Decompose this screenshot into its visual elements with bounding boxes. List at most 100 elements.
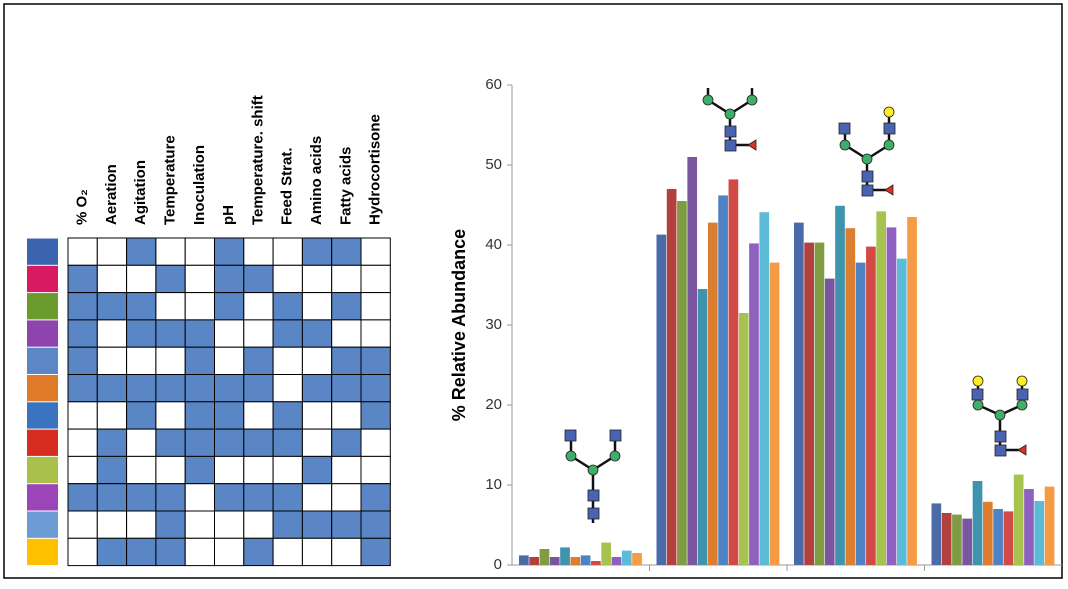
- bar: [698, 289, 708, 565]
- bar: [1045, 487, 1055, 565]
- column-header: % O₂: [74, 189, 91, 225]
- matrix-cell: [244, 347, 273, 374]
- matrix-cell: [302, 265, 331, 292]
- matrix-cell: [97, 402, 126, 429]
- bar: [591, 561, 601, 565]
- y-tick-label: 50: [485, 156, 502, 173]
- matrix-cell: [215, 320, 244, 347]
- column-header: Hydrocortisone: [367, 114, 384, 225]
- y-axis-label: % Relative Abundance: [449, 229, 469, 421]
- matrix-cell: [273, 456, 302, 483]
- matrix-cell: [273, 347, 302, 374]
- matrix-cell: [68, 484, 97, 511]
- matrix-cell: [215, 238, 244, 265]
- matrix-cell: [244, 375, 273, 402]
- matrix-cell: [302, 511, 331, 538]
- bar: [876, 211, 886, 565]
- column-header: Temperature. shift: [249, 95, 266, 225]
- matrix-cell: [215, 375, 244, 402]
- matrix-cell: [156, 375, 185, 402]
- bar: [529, 557, 539, 565]
- matrix-cell: [156, 293, 185, 320]
- column-header: Amino acids: [308, 136, 325, 225]
- matrix-cell: [273, 375, 302, 402]
- matrix-cell: [244, 456, 273, 483]
- matrix-cell: [215, 429, 244, 456]
- bar: [1034, 501, 1044, 565]
- matrix-cell: [302, 320, 331, 347]
- column-header: Aeration: [103, 164, 120, 225]
- column-header: Agitation: [132, 160, 149, 225]
- matrix-cell: [68, 293, 97, 320]
- matrix-cell: [273, 265, 302, 292]
- bar: [825, 279, 835, 565]
- bar: [897, 259, 907, 565]
- matrix-cell: [332, 238, 361, 265]
- matrix-cell: [361, 456, 390, 483]
- matrix-cell: [97, 456, 126, 483]
- bar: [560, 547, 570, 565]
- matrix-cell: [156, 347, 185, 374]
- matrix-cell: [332, 320, 361, 347]
- y-tick-label: 40: [485, 236, 502, 253]
- bar: [550, 557, 560, 565]
- y-tick-label: 0: [494, 556, 502, 573]
- bar: [729, 179, 739, 565]
- matrix-cell: [302, 484, 331, 511]
- y-tick-label: 10: [485, 476, 502, 493]
- bar: [581, 555, 591, 565]
- bar: [907, 217, 917, 565]
- matrix-cell: [156, 456, 185, 483]
- bar: [973, 481, 983, 565]
- matrix-cell: [97, 347, 126, 374]
- matrix-cell: [127, 429, 156, 456]
- bar: [815, 243, 825, 565]
- row-swatch: [27, 375, 58, 401]
- matrix-cell: [332, 265, 361, 292]
- matrix-cell: [185, 347, 214, 374]
- matrix-cell: [127, 511, 156, 538]
- bar: [856, 263, 866, 565]
- matrix-cell: [361, 347, 390, 374]
- row-swatch: [27, 320, 58, 346]
- matrix-cell: [361, 402, 390, 429]
- bar: [708, 223, 718, 565]
- row-swatch: [27, 293, 58, 319]
- matrix-cell: [127, 320, 156, 347]
- bar: [866, 247, 876, 565]
- matrix-cell: [127, 538, 156, 565]
- matrix-cell: [332, 484, 361, 511]
- bar: [887, 227, 897, 565]
- row-swatch: [27, 266, 58, 292]
- matrix-cell: [68, 347, 97, 374]
- bar: [1024, 489, 1034, 565]
- matrix-cell: [97, 538, 126, 565]
- column-header: pH: [220, 205, 237, 225]
- bar: [632, 553, 642, 565]
- matrix-cell: [97, 293, 126, 320]
- y-tick-label: 20: [485, 396, 502, 413]
- matrix-cell: [185, 511, 214, 538]
- matrix-cell: [185, 238, 214, 265]
- matrix-cell: [127, 265, 156, 292]
- matrix-cell: [97, 484, 126, 511]
- bar: [749, 243, 759, 565]
- bar: [993, 509, 1003, 565]
- glycan-icon: [839, 107, 895, 196]
- matrix-cell: [68, 511, 97, 538]
- matrix-cell: [68, 265, 97, 292]
- bar: [983, 502, 993, 565]
- matrix-cell: [156, 402, 185, 429]
- matrix-cell: [244, 402, 273, 429]
- column-header: Feed Strat.: [279, 147, 296, 225]
- bar: [601, 543, 611, 565]
- matrix-cell: [127, 293, 156, 320]
- matrix-cell: [361, 375, 390, 402]
- matrix-cell: [185, 429, 214, 456]
- matrix-cell: [185, 375, 214, 402]
- bar: [794, 223, 804, 565]
- matrix-cell: [244, 511, 273, 538]
- row-swatch: [27, 239, 58, 265]
- matrix-cell: [302, 375, 331, 402]
- matrix-cell: [68, 320, 97, 347]
